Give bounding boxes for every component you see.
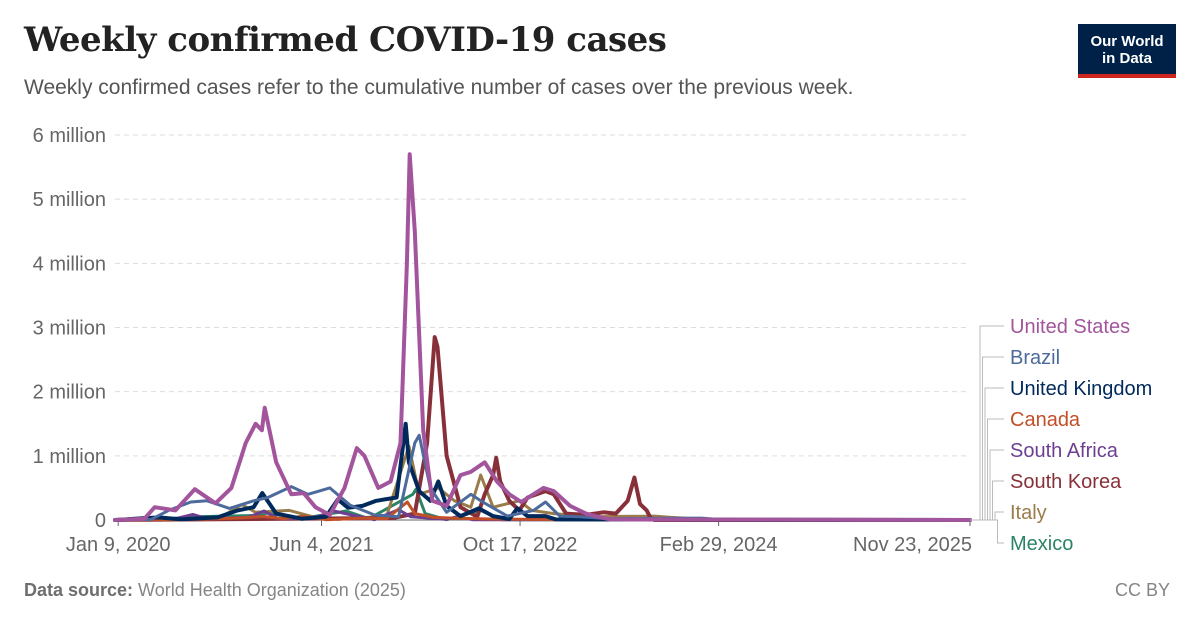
chart-subtitle: Weekly confirmed cases refer to the cumu… xyxy=(24,76,854,99)
x-tick-label: Jan 9, 2020 xyxy=(66,534,171,556)
y-tick-label: 5 million xyxy=(33,189,106,211)
series-line-south-korea xyxy=(113,335,972,522)
legend-connector xyxy=(970,519,1004,544)
series-line-united-kingdom xyxy=(113,421,972,522)
license[interactable]: CC BY xyxy=(1114,580,1170,600)
legend-label-south-korea: South Korea xyxy=(1010,471,1122,493)
grid-lines xyxy=(115,134,970,457)
y-tick-label: 2 million xyxy=(33,382,106,404)
legend-connector xyxy=(970,418,1004,521)
logo-line-1: Our World xyxy=(1090,33,1164,50)
data-source-label: Data source: xyxy=(24,580,134,600)
legend-label-mexico: Mexico xyxy=(1010,533,1073,555)
owid-logo[interactable]: Our World in Data xyxy=(1078,24,1176,78)
y-tick-label: 4 million xyxy=(33,253,106,275)
data-source: Data source: World Health Organization (… xyxy=(24,580,406,601)
series-line-italy xyxy=(113,444,972,522)
x-tick-label: Feb 29, 2024 xyxy=(660,534,778,556)
x-tick-label: Jun 4, 2021 xyxy=(269,534,374,556)
legend-label-italy: Italy xyxy=(1010,502,1047,524)
series-lines xyxy=(113,152,972,522)
legend-label-brazil: Brazil xyxy=(1010,347,1060,369)
y-tick-label: 1 million xyxy=(33,446,106,468)
x-tick-label: Nov 23, 2025 xyxy=(853,534,972,556)
legend-label-south-africa: South Africa xyxy=(1010,440,1119,462)
series-line-brazil xyxy=(113,433,972,522)
series-line-united-states xyxy=(113,152,972,522)
legend-label-united-kingdom: United Kingdom xyxy=(1010,378,1152,400)
x-axis: Jan 9, 2020 Jun 4, 2021 Oct 17, 2022 Feb 29… xyxy=(66,519,972,556)
y-axis-tick-labels: 0 1 million 2 million 3 million 4 million 5 m… xyxy=(33,125,106,532)
data-source-text[interactable]: World Health Organization (2025) xyxy=(133,580,406,600)
logo-line-2: in Data xyxy=(1101,50,1152,67)
chart-title: Weekly confirmed COVID-19 cases xyxy=(24,20,667,60)
y-tick-label: 6 million xyxy=(33,125,106,147)
y-tick-label: 0 xyxy=(95,510,106,532)
legend-label-united-states: United States xyxy=(1010,316,1130,338)
legend: United States Brazil United Kingdom Canada S… xyxy=(970,316,1152,555)
x-tick-label: Oct 17, 2022 xyxy=(463,534,578,556)
legend-label-canada: Canada xyxy=(1010,409,1081,431)
y-tick-label: 3 million xyxy=(33,318,106,340)
